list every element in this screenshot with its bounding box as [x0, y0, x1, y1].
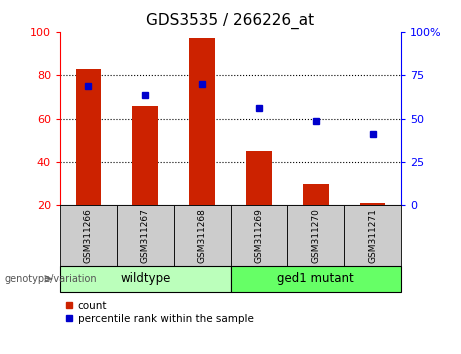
- Title: GDS3535 / 266226_at: GDS3535 / 266226_at: [147, 13, 314, 29]
- Text: GSM311270: GSM311270: [311, 208, 320, 263]
- Bar: [230, 266, 401, 292]
- Bar: [60, 205, 117, 266]
- Text: GSM311266: GSM311266: [84, 208, 93, 263]
- Text: wildtype: wildtype: [120, 272, 171, 285]
- Bar: [117, 205, 174, 266]
- Bar: [60, 266, 230, 292]
- Text: ged1 mutant: ged1 mutant: [278, 272, 354, 285]
- Bar: [132, 105, 158, 205]
- Text: GSM311268: GSM311268: [198, 208, 207, 263]
- Text: genotype/variation: genotype/variation: [5, 274, 97, 284]
- Bar: [189, 38, 215, 205]
- Bar: [76, 69, 101, 205]
- Bar: [246, 151, 272, 205]
- Legend: count, percentile rank within the sample: count, percentile rank within the sample: [65, 301, 254, 324]
- Bar: [344, 205, 401, 266]
- Bar: [360, 203, 385, 205]
- Bar: [230, 205, 287, 266]
- Bar: [303, 184, 329, 205]
- Text: GSM311269: GSM311269: [254, 208, 263, 263]
- Bar: [174, 205, 230, 266]
- Text: GSM311267: GSM311267: [141, 208, 150, 263]
- Bar: [287, 205, 344, 266]
- Text: GSM311271: GSM311271: [368, 208, 377, 263]
